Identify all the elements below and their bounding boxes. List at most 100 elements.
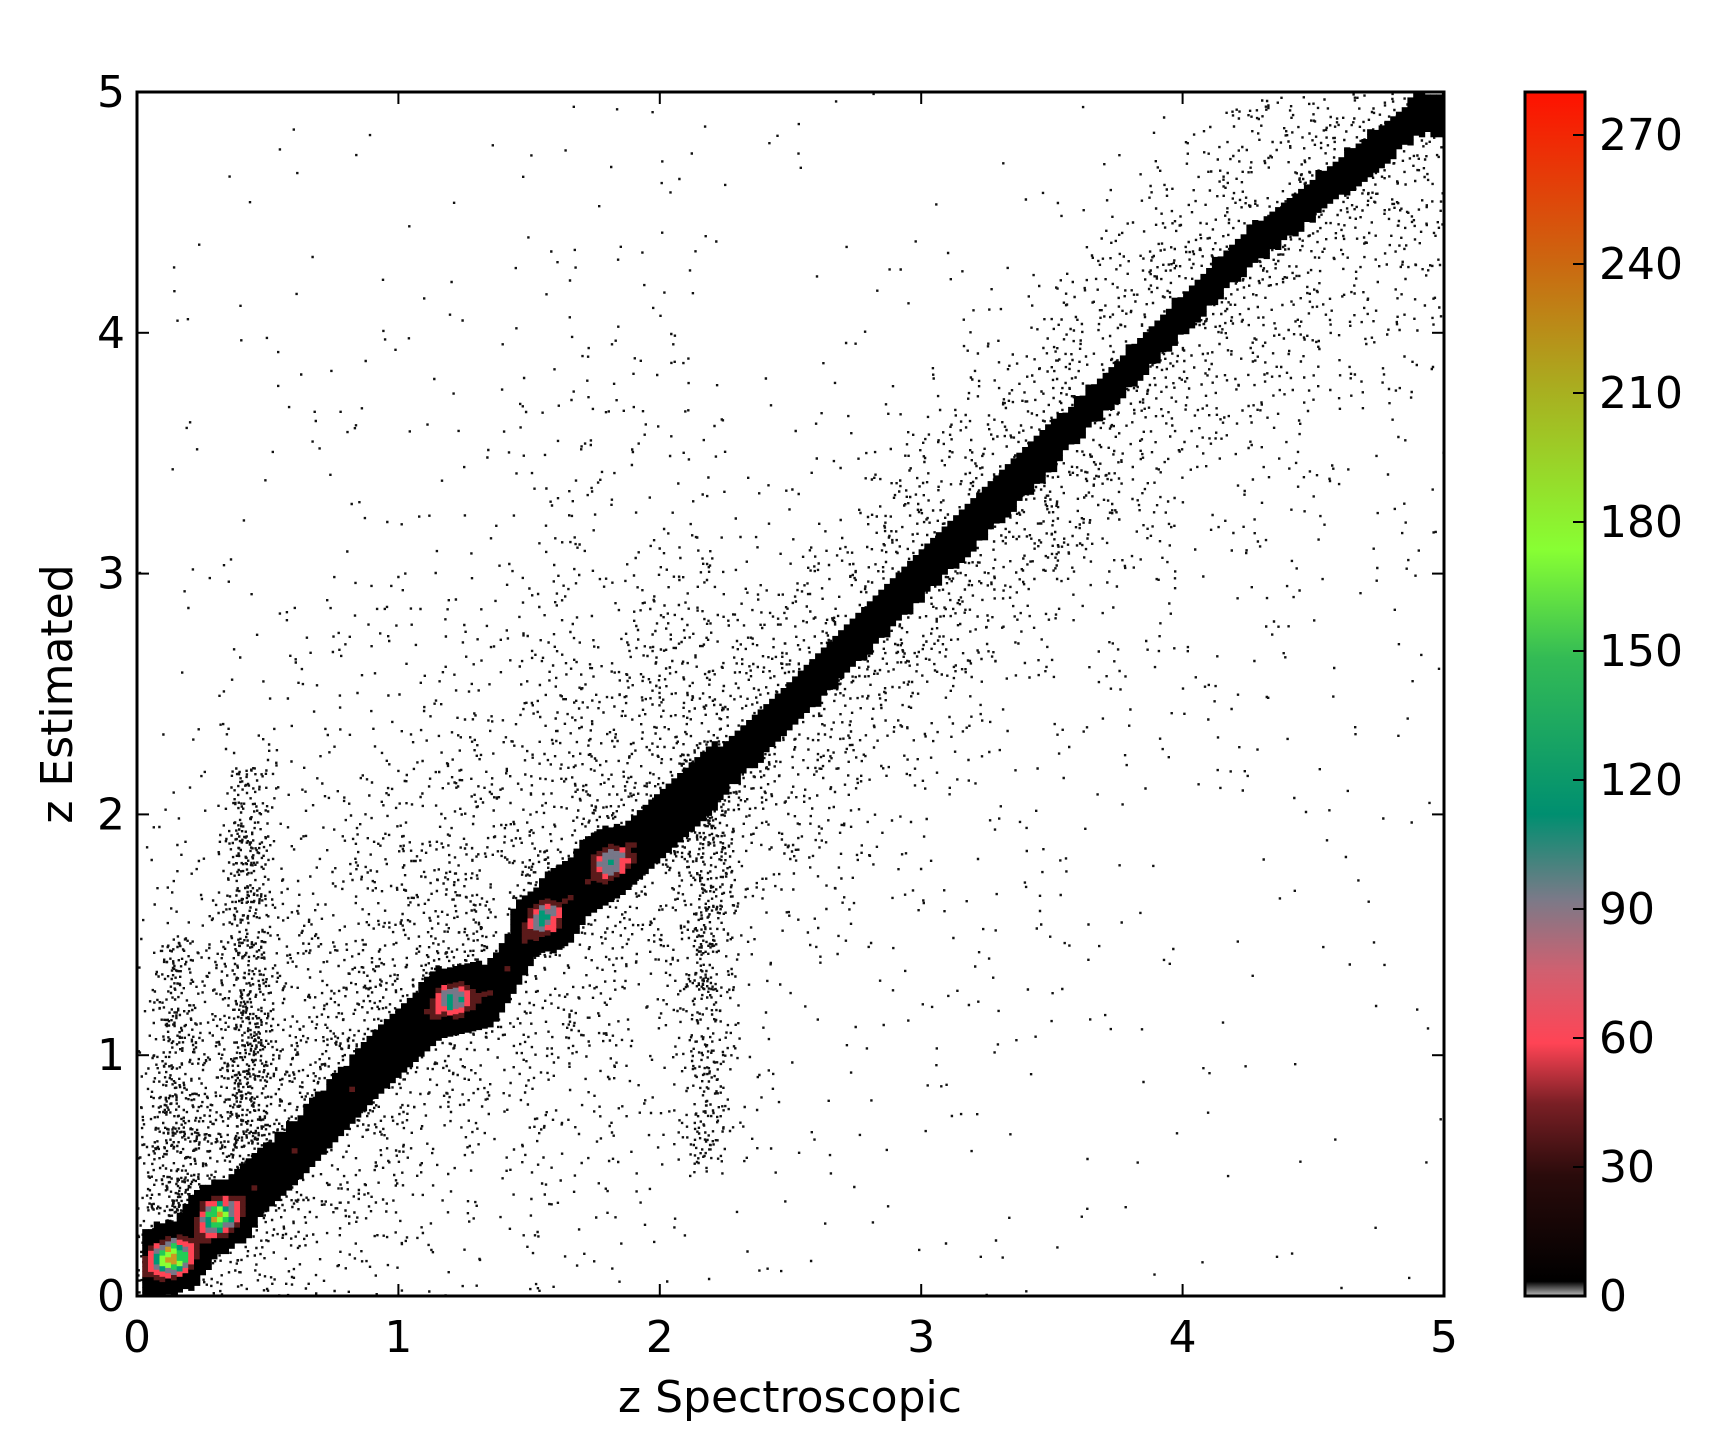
- density-cell: [188, 1221, 195, 1228]
- density-cell: [251, 1168, 258, 1175]
- density-cell: [349, 1102, 356, 1108]
- density-cell: [1154, 347, 1161, 353]
- density-cell: [326, 1084, 333, 1091]
- density-cell: [228, 1211, 235, 1217]
- density-cell: [585, 873, 592, 880]
- density-cell: [464, 989, 471, 996]
- density-cell: [889, 583, 897, 590]
- density-cell: [234, 1190, 241, 1196]
- density-cell: [918, 586, 925, 593]
- density-cell: [533, 935, 540, 941]
- density-cell: [211, 1190, 218, 1196]
- y-tick-label: 2: [97, 789, 125, 840]
- density-cell: [205, 1200, 212, 1207]
- density-cell: [872, 595, 879, 602]
- density-cell: [1010, 463, 1017, 470]
- density-cell: [809, 696, 816, 702]
- density-cell: [1079, 395, 1086, 402]
- density-cell: [424, 987, 431, 994]
- density-cell: [217, 1205, 224, 1212]
- density-cell: [757, 757, 764, 763]
- density-cell: [435, 1029, 442, 1036]
- density-cell: [314, 1096, 322, 1103]
- density-cell: [320, 1090, 327, 1097]
- density-cell: [999, 496, 1006, 502]
- colorbar-tick-label: 90: [1599, 884, 1655, 935]
- density-cell: [521, 911, 529, 918]
- density-cell: [355, 1053, 362, 1060]
- density-cell: [481, 964, 488, 971]
- density-cell: [257, 1179, 264, 1186]
- density-cell: [406, 1061, 414, 1068]
- density-cell: [981, 518, 989, 525]
- density-cell: [205, 1216, 212, 1223]
- density-cell: [1027, 478, 1035, 485]
- density-cell: [148, 1260, 155, 1267]
- density-cell: [1068, 438, 1075, 445]
- density-cell: [1177, 313, 1184, 319]
- density-cell: [1194, 290, 1201, 297]
- density-cell: [533, 892, 540, 899]
- density-cell: [1246, 256, 1253, 263]
- density-cell: [1085, 400, 1092, 407]
- density-cell: [838, 646, 845, 652]
- density-cell: [832, 683, 839, 690]
- density-cell: [1004, 511, 1012, 518]
- density-cell: [562, 871, 569, 878]
- density-cell: [510, 908, 517, 915]
- density-cell: [165, 1251, 172, 1258]
- density-cell: [774, 698, 782, 705]
- density-cell: [332, 1110, 339, 1116]
- density-cell: [263, 1174, 270, 1180]
- density-cell: [447, 1020, 454, 1027]
- density-cell: [734, 773, 741, 779]
- density-cell: [1091, 389, 1098, 396]
- density-cell: [527, 944, 534, 951]
- density-cell: [257, 1174, 264, 1180]
- density-cell: [1108, 383, 1115, 389]
- density-cell: [602, 836, 609, 842]
- y-tick-label: 3: [97, 549, 125, 600]
- density-cell: [199, 1269, 206, 1276]
- density-cell: [182, 1283, 189, 1290]
- density-cell: [234, 1211, 241, 1217]
- density-cell: [826, 684, 833, 690]
- density-cell: [1217, 293, 1224, 300]
- density-cell: [481, 975, 488, 982]
- density-cell: [826, 657, 833, 664]
- density-cell: [1194, 279, 1201, 286]
- density-cell: [774, 730, 782, 737]
- density-cell: [194, 1269, 201, 1276]
- density-cell: [642, 852, 649, 859]
- density-cell: [199, 1237, 206, 1244]
- density-cell: [550, 947, 557, 954]
- density-cell: [487, 968, 494, 975]
- density-cell: [516, 899, 523, 906]
- density-cell: [418, 1008, 425, 1015]
- density-cell: [608, 864, 615, 871]
- density-cell: [182, 1246, 189, 1252]
- density-cell: [366, 1088, 373, 1095]
- density-cell: [257, 1184, 264, 1191]
- density-cell: [366, 1057, 373, 1063]
- density-cell: [1073, 406, 1081, 413]
- density-cell: [176, 1239, 183, 1245]
- density-cell: [734, 735, 741, 742]
- density-cell: [1269, 216, 1276, 223]
- density-cell: [912, 592, 920, 598]
- density-cell: [1280, 213, 1288, 219]
- density-cell: [999, 469, 1006, 476]
- density-cell: [1246, 229, 1253, 236]
- density-cell: [976, 534, 983, 541]
- density-cell: [820, 647, 828, 654]
- density-cell: [740, 767, 747, 774]
- density-cell: [1263, 216, 1270, 222]
- density-cell: [286, 1147, 293, 1154]
- density-cell: [447, 967, 454, 974]
- density-cell: [596, 898, 603, 904]
- density-cell: [1096, 415, 1104, 422]
- density-cell: [573, 859, 580, 865]
- density-cell: [1050, 461, 1058, 467]
- density-cell: [855, 634, 862, 640]
